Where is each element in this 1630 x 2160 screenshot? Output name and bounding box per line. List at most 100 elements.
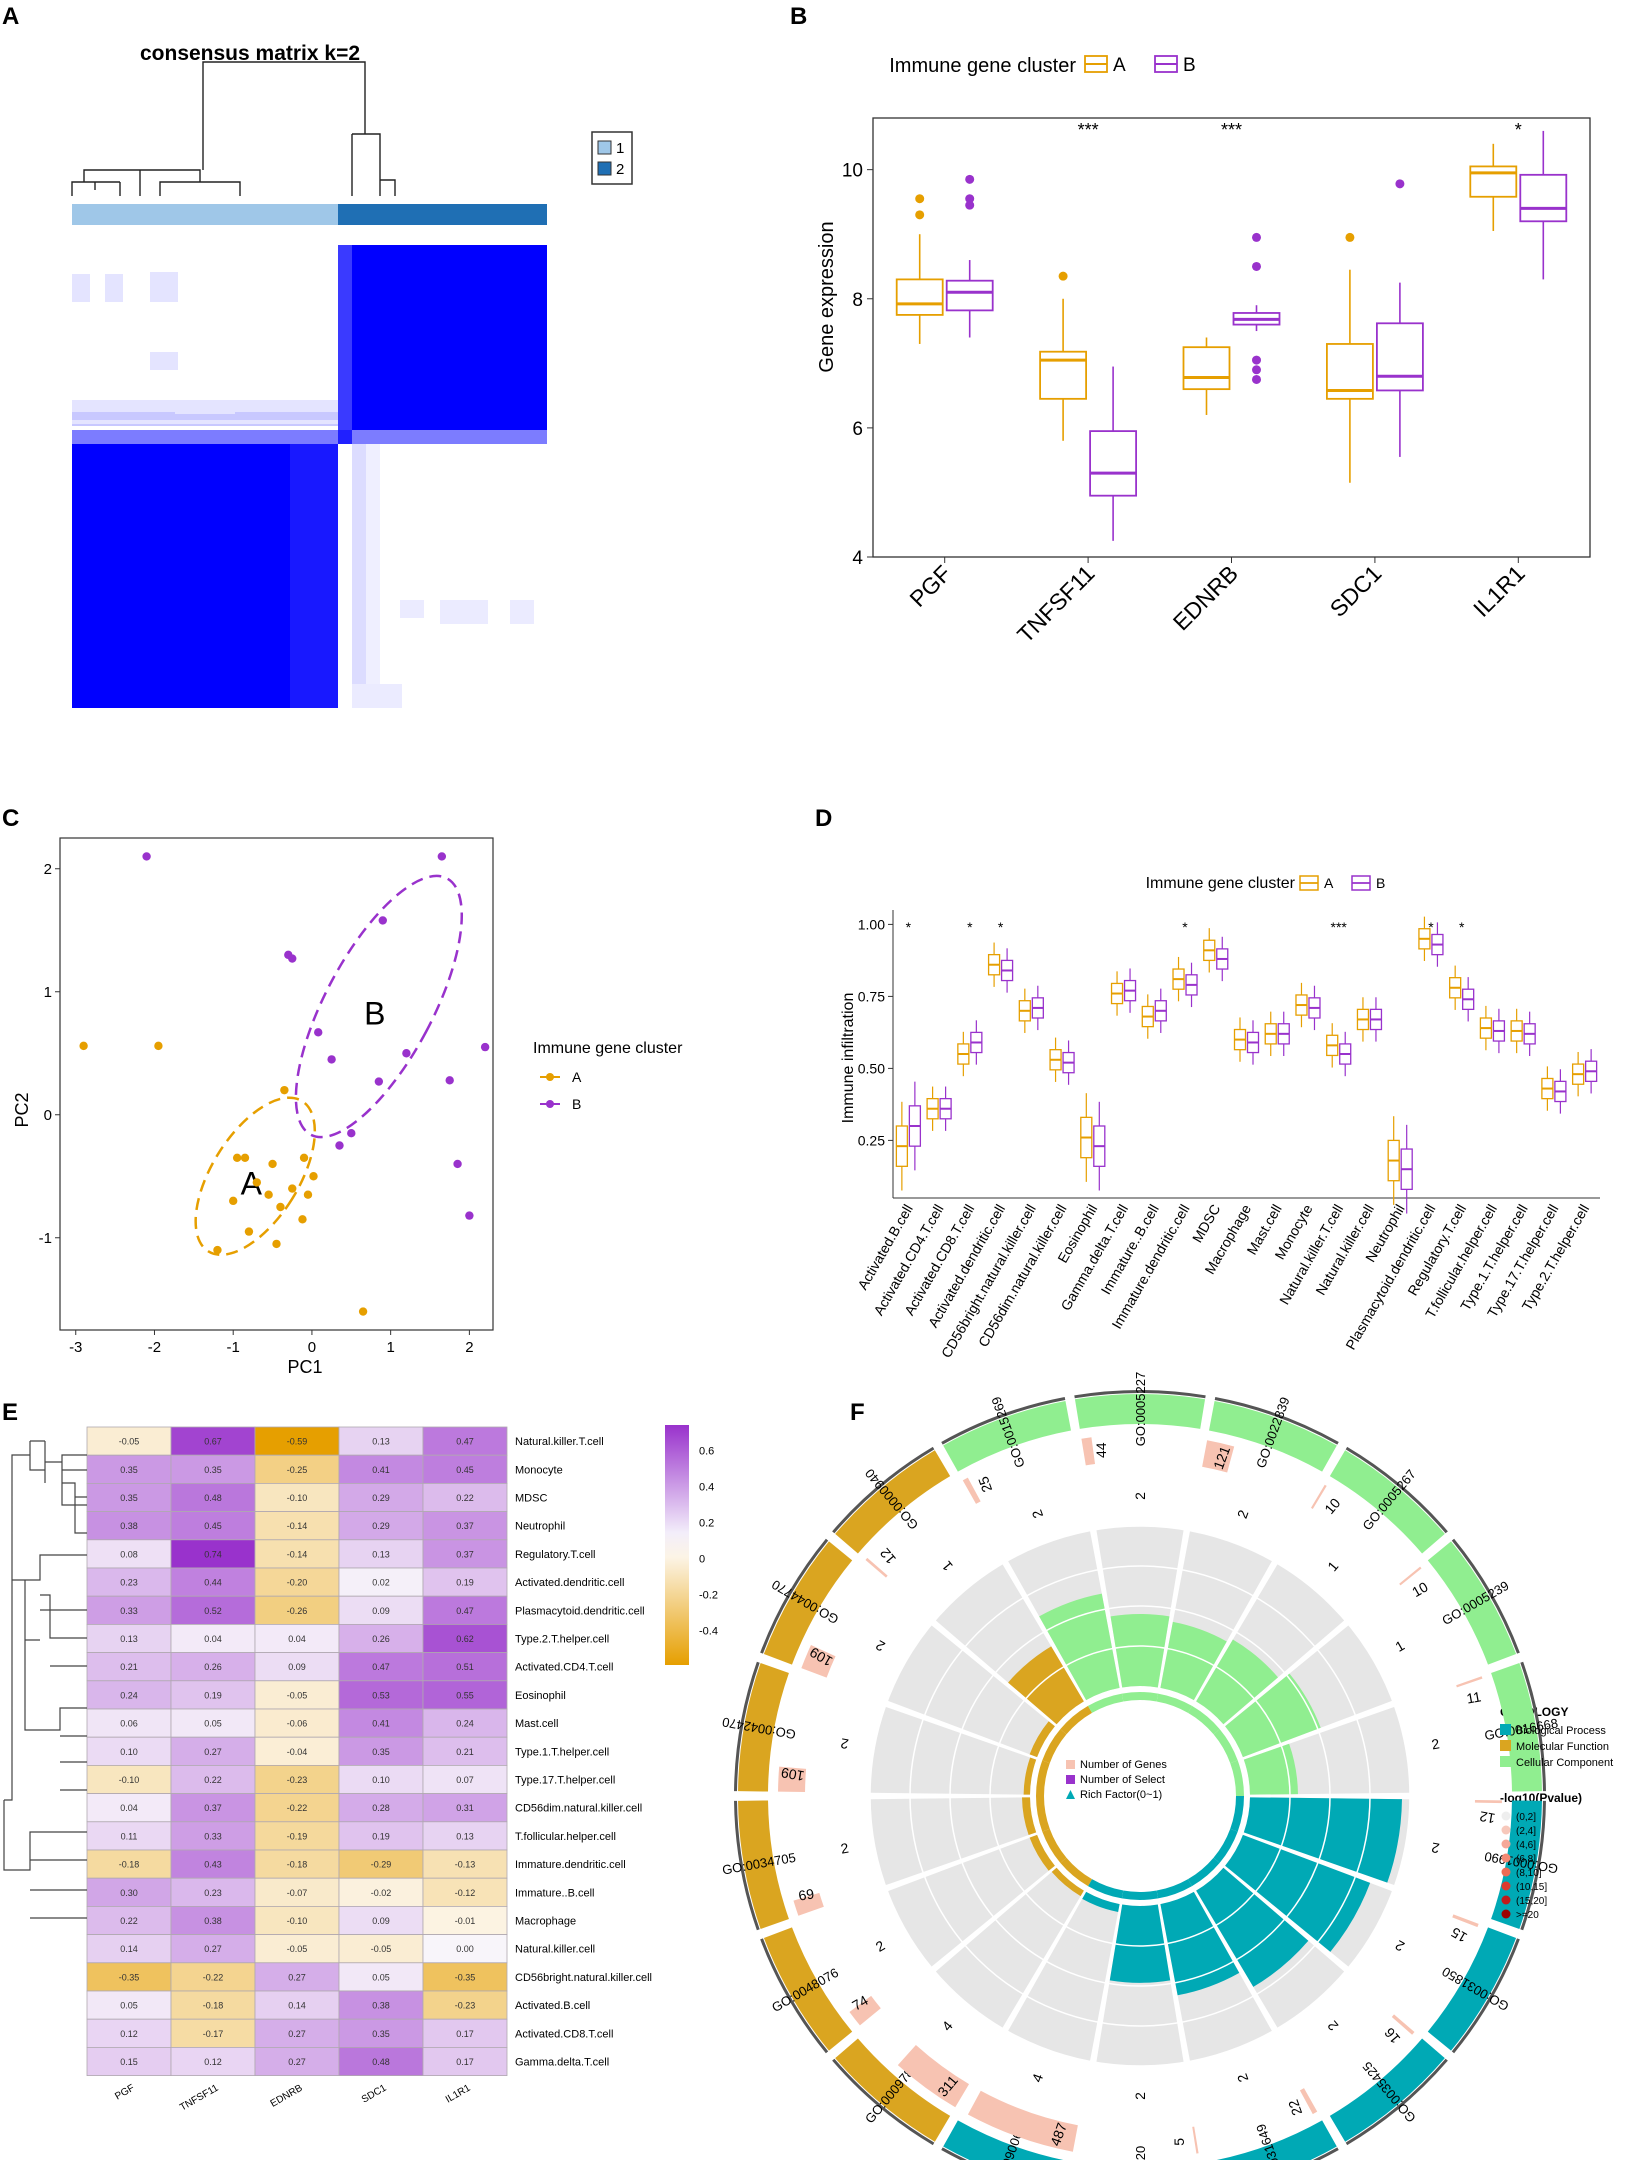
panel-f-pvalue-legend-label: (2,4] [1516, 1826, 1536, 1837]
panel-e-cell-value: 0.13 [372, 1549, 390, 1559]
panel-f-pvalue-legend-label: >=20 [1516, 1910, 1539, 1921]
panel-f-gene-count-bar [1474, 1800, 1502, 1804]
panel-f-select-label: 2 [1234, 2071, 1252, 2084]
panel-e-cell-value: -0.25 [287, 1465, 308, 1475]
panel-b-xtick-label: SDC1 [1325, 560, 1387, 622]
panel-f-term-arc [1216, 2120, 1337, 2160]
panel-f-pvalue-legend-label: (8,10] [1516, 1868, 1542, 1879]
panel-e-cell-value: 0.33 [120, 1606, 138, 1616]
panel-d-ytick-label: 0.50 [858, 1060, 885, 1076]
panel-e-cell-value: 0.12 [120, 2029, 138, 2039]
panel-e-cell-value: 0.24 [456, 1719, 474, 1729]
panel-c-point [154, 1041, 163, 1051]
panel-f-gene-count-label: 22 [1285, 2097, 1305, 2117]
panel-e-cell [254, 1511, 340, 1541]
panel-d-significance: * [906, 919, 912, 935]
panel-d-ylabel: Immune infiltration [840, 993, 857, 1124]
panel-f-rich-bar [1225, 1834, 1371, 1952]
panel-b-outlier [1252, 365, 1261, 375]
panel-e-cell [422, 1511, 508, 1541]
panel-e-cell [422, 1652, 508, 1682]
panel-c-point [252, 1178, 262, 1187]
panel-f-pvalue-legend-dot [1501, 1867, 1511, 1877]
panel-f-center-legend-key [1066, 1760, 1075, 1769]
panel-e-cell [86, 1426, 172, 1456]
panel-f-select-label: 2 [1430, 1735, 1441, 1752]
panel-a-matrix-light-cell [105, 274, 123, 302]
panel-c-point [240, 1153, 250, 1163]
panel-f-gene-count-bar [1202, 1440, 1235, 1473]
panel-c-legend-label: B [572, 1096, 581, 1112]
panel-f-inner-ring [1188, 1857, 1220, 1887]
panel-f-gene-count-label: 11 [1465, 1688, 1482, 1706]
panel-e-cell [338, 1426, 424, 1456]
panel-a-middle-band [72, 430, 547, 444]
panel-e-cell [254, 1736, 340, 1766]
panel-a-matrix-light-cell [510, 600, 534, 624]
panel-e-cell-value: -0.05 [119, 1437, 140, 1447]
panel-e-cell-value: -0.14 [287, 1549, 308, 1559]
panel-e-colorbar-label: 0.6 [699, 1445, 714, 1457]
panel-c-ytick-label: -1 [39, 1230, 52, 1247]
panel-e-cell [170, 1454, 256, 1484]
panel-e-cell-value: -0.05 [287, 1944, 308, 1954]
panel-a-legend-box [591, 131, 633, 185]
panel-f-select-label: 2 [873, 1637, 888, 1655]
panel-e-cell [254, 1934, 340, 1964]
panel-e-cell [422, 1821, 508, 1851]
panel-f-rich-bg [935, 1867, 1084, 2029]
panel-e-cell [422, 1793, 508, 1823]
panel-e-cell-value: 0.47 [456, 1437, 474, 1447]
panel-b-box [1519, 173, 1568, 223]
panel-f-select-label: 1 [1392, 1637, 1407, 1655]
panel-d-boxplot: Immune gene cluster Immune infiltration … [840, 875, 1600, 1360]
panel-f-scale-arc [760, 1538, 829, 1654]
panel-b-outlier [1252, 261, 1261, 271]
panel-f-term-arc [1208, 1400, 1337, 1472]
panel-e-cell-value: 0.27 [288, 2029, 306, 2039]
panel-e-cell-value: 0.41 [372, 1719, 390, 1729]
panel-f-scale-arc [1345, 1446, 1448, 1534]
panel-f-scale-arc [832, 1446, 935, 1534]
panel-e-cell-value: -0.18 [119, 1860, 140, 1870]
panel-e-cell [86, 1736, 172, 1766]
panel-f-pvalue-legend-label: (15,20] [1516, 1896, 1547, 1907]
panel-f-gene-count-label: 15 [1448, 1924, 1470, 1946]
panel-e-cell-value: 0.21 [120, 1662, 138, 1672]
panel-e-cell-value: -0.26 [287, 1606, 308, 1616]
panel-f-term-arc [943, 2120, 1064, 2160]
panel-f-term-arc [763, 1927, 853, 2051]
panel-f-gene-count-label: 25 [975, 1474, 995, 1494]
panel-a-consensus-heatmap: consensus matrix k=2 1 2 [71, 42, 633, 711]
panel-e-row-label: Plasmacytoid.dendritic.cell [515, 1605, 645, 1617]
panel-b-boxplot: Immune gene cluster Gene expression 4 6 8 1… [816, 55, 1591, 648]
panel-e-cell-value: 0.55 [456, 1690, 474, 1700]
panel-e-cell [422, 1539, 508, 1569]
panel-e-cell-value: 0.12 [204, 2057, 222, 2067]
panel-b-box [895, 278, 944, 316]
panel-e-cell [170, 1934, 256, 1964]
panel-b-ytick-label: 4 [852, 548, 863, 569]
panel-a-block-edge [338, 245, 352, 430]
panel-e-colorbar-label: 0 [699, 1554, 705, 1566]
panel-b-outlier [1252, 232, 1261, 242]
panel-f-inner-ring [1036, 1796, 1050, 1832]
panel-c-legend-dot [546, 1073, 554, 1081]
panel-e-cell [254, 1906, 340, 1936]
panel-f-rich-bar [1029, 1721, 1055, 1758]
panel-d-ytick-label: 0.75 [858, 988, 885, 1004]
panel-e-cell-value: 0.09 [288, 1662, 306, 1672]
panel-f-rich-bar [1160, 1891, 1240, 1996]
panel-e-cell [422, 1483, 508, 1513]
panel-f-rich-bar [1109, 1904, 1171, 1983]
panel-c-point [229, 1196, 238, 1206]
panel-f-gene-count-bar [1452, 1914, 1479, 1928]
panel-e-cell [170, 1765, 256, 1795]
panel-e-cell-value: 0.62 [456, 1634, 474, 1644]
panel-c-ytick-label: 2 [44, 861, 52, 878]
panel-f-pvalue-legend-label: (6,8] [1516, 1854, 1536, 1865]
panel-b-significance: *** [1078, 120, 1099, 140]
panel-f-ontology-legend-label: Cellular Component [1516, 1757, 1613, 1769]
panel-f-inner-ring [1213, 1729, 1238, 1764]
